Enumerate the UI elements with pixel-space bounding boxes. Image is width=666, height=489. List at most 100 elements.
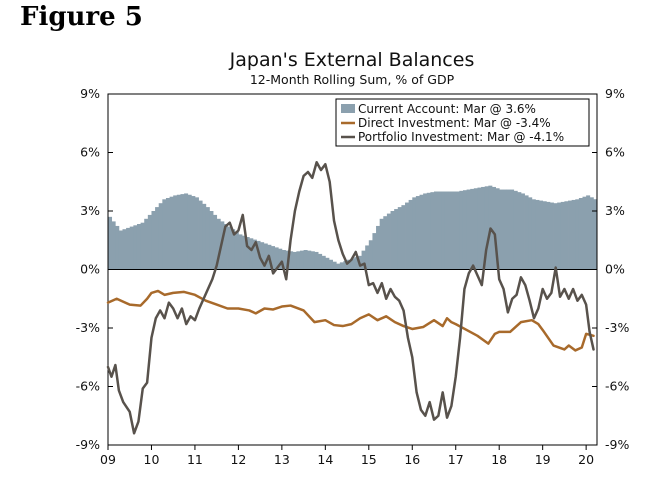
current-account-bar — [328, 259, 333, 270]
axes: 9% 9%6% 6%3% 3%0% 0%-3% -3%-6% -6%-9% -9%09 10 11… — [76, 86, 630, 467]
current-account-bar — [473, 188, 478, 270]
y-tick-label-left: 0% — [80, 262, 100, 277]
current-account-bar — [162, 199, 167, 270]
current-account-bar — [459, 190, 464, 270]
current-account-bar — [303, 250, 308, 270]
current-account-bar — [586, 195, 591, 270]
legend-label-portfolio-investment: Portfolio Investment: Mar @ -4.1% — [358, 130, 564, 144]
current-account-bar — [499, 189, 504, 270]
series-lines — [106, 161, 595, 435]
current-account-bar — [506, 189, 511, 270]
current-account-bar — [209, 211, 214, 270]
current-account-bar — [325, 257, 330, 270]
current-account-bar — [126, 227, 131, 270]
current-account-bars — [108, 185, 598, 270]
current-account-bar — [542, 201, 547, 270]
y-tick-label-left: 3% — [80, 203, 100, 218]
current-account-bar — [321, 255, 326, 270]
current-account-bar — [238, 234, 243, 270]
current-account-bar — [296, 251, 301, 270]
current-account-bar — [274, 247, 279, 270]
current-account-bar — [187, 194, 192, 270]
current-account-bar — [336, 263, 341, 270]
current-account-bar — [169, 196, 174, 270]
current-account-bar — [484, 186, 489, 270]
current-account-bar — [491, 186, 496, 270]
current-account-bar — [176, 194, 181, 270]
current-account-bar — [517, 192, 522, 270]
current-account-bar — [582, 196, 587, 270]
current-account-bar — [578, 198, 583, 270]
current-account-bar — [564, 201, 569, 270]
current-account-bar — [557, 202, 562, 270]
current-account-bar — [202, 203, 207, 270]
current-account-bar — [546, 201, 551, 270]
y-tick-label-left: -3% — [76, 320, 100, 335]
y-tick-label-right: 0% — [605, 262, 625, 277]
y-tick-label-right: 3% — [605, 203, 625, 218]
current-account-bar — [223, 224, 228, 270]
current-account-bar — [299, 250, 304, 270]
current-account-bar — [310, 251, 315, 270]
current-account-bar — [553, 203, 558, 270]
current-account-bar — [568, 200, 573, 270]
current-account-bar — [213, 214, 218, 270]
x-tick-label: 11 — [187, 452, 203, 467]
current-account-bar — [477, 187, 482, 270]
current-account-bar — [423, 193, 428, 270]
x-tick-label: 12 — [230, 452, 246, 467]
current-account-bar — [227, 226, 232, 270]
current-account-bar — [383, 216, 388, 270]
current-account-bar — [462, 190, 467, 270]
current-account-bar — [281, 250, 286, 270]
y-tick-label-right: 6% — [605, 145, 625, 160]
direct-investment-line — [106, 289, 595, 352]
y-tick-label-left: 6% — [80, 145, 100, 160]
current-account-bar — [144, 218, 149, 270]
current-account-bar — [434, 191, 439, 270]
current-account-bar — [292, 251, 297, 270]
y-tick-label-right: -3% — [605, 320, 629, 335]
y-tick-label-right: -9% — [605, 437, 629, 452]
portfolio-investment-line — [106, 161, 595, 435]
current-account-bar — [495, 188, 500, 270]
current-account-bar — [231, 229, 236, 270]
y-tick-label-left: -6% — [76, 379, 100, 394]
legend-box — [335, 98, 590, 147]
current-account-bar — [394, 209, 399, 270]
current-account-bar — [343, 261, 348, 270]
current-account-bar — [589, 197, 594, 270]
current-account-bar — [437, 191, 442, 270]
x-tick-label: 16 — [404, 452, 420, 467]
current-account-bar — [470, 188, 475, 270]
current-account-bar — [502, 189, 507, 270]
current-account-bar — [560, 201, 565, 270]
current-account-bar — [361, 250, 366, 270]
current-account-bar — [151, 211, 156, 270]
current-account-bar — [575, 199, 580, 270]
current-account-bar — [368, 240, 373, 270]
current-account-bar — [415, 196, 420, 270]
x-tick-label: 17 — [448, 452, 464, 467]
y-tick-label-right: 9% — [605, 86, 625, 101]
current-account-bar — [466, 189, 471, 270]
current-account-bar — [314, 251, 319, 270]
current-account-bar — [198, 200, 203, 270]
current-account-bar — [194, 197, 199, 270]
current-account-bar — [354, 257, 359, 270]
y-tick-label-right: -6% — [605, 379, 629, 394]
current-account-bar — [118, 230, 123, 270]
current-account-bar — [129, 226, 134, 270]
current-account-bar — [158, 203, 163, 270]
current-account-bar — [332, 261, 337, 270]
current-account-bar — [252, 239, 257, 270]
current-account-bar — [379, 218, 384, 270]
current-account-bar — [531, 199, 536, 270]
current-account-bar — [401, 205, 406, 270]
current-account-bar — [412, 197, 417, 270]
current-account-bar — [307, 250, 312, 270]
current-account-bar — [108, 216, 113, 270]
current-account-bar — [408, 199, 413, 270]
current-account-bar — [249, 238, 254, 270]
